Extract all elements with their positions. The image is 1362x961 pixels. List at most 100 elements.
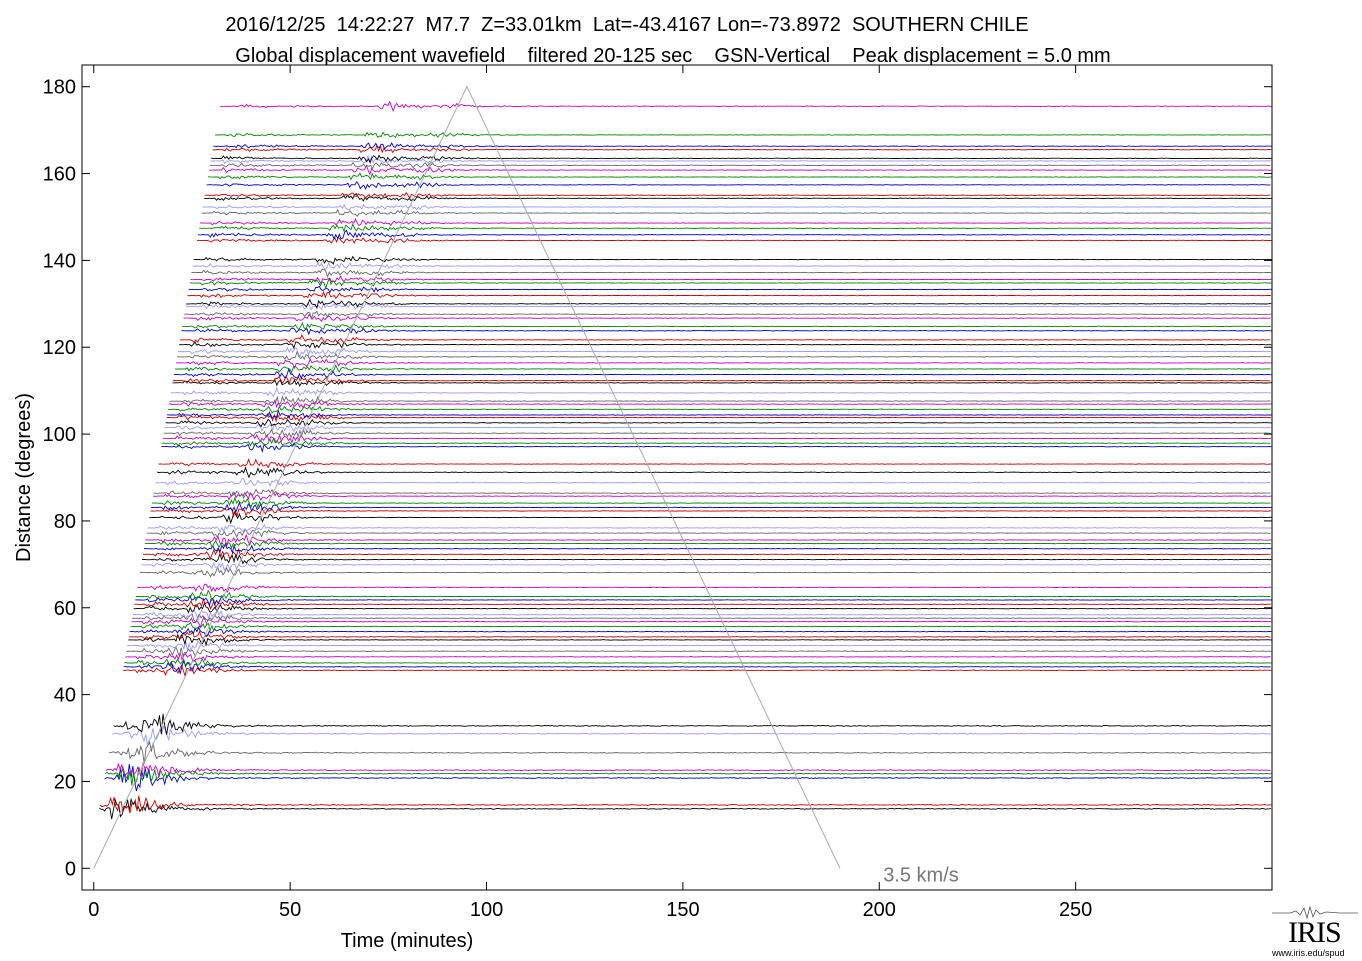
- seismic-trace: [191, 268, 1272, 279]
- seismic-trace: [145, 533, 1272, 547]
- seismic-trace: [150, 507, 1272, 518]
- x-tick-label: 150: [666, 899, 699, 921]
- y-tick-label: 0: [65, 858, 76, 880]
- seismic-trace: [134, 597, 1271, 610]
- y-tick-label: 180: [43, 77, 76, 99]
- seismic-trace: [202, 203, 1272, 211]
- seismic-trace: [158, 458, 1272, 469]
- seismic-trace: [113, 713, 1272, 735]
- seismic-trace: [185, 302, 1271, 311]
- seismic-trace: [142, 552, 1272, 565]
- seismic-trace: [206, 180, 1271, 191]
- y-axis-label: Distance (degrees): [13, 393, 35, 562]
- seismic-trace: [153, 488, 1271, 500]
- seismic-trace: [99, 797, 1272, 820]
- seismic-trace: [139, 565, 1272, 578]
- y-tick-label: 120: [43, 337, 76, 359]
- seismic-trace: [170, 386, 1272, 398]
- seismic-trace: [213, 142, 1272, 150]
- seismic-trace: [108, 740, 1272, 765]
- seismic-trace: [199, 217, 1271, 227]
- seismic-trace: [155, 478, 1271, 487]
- seismic-trace: [135, 589, 1271, 602]
- seismic-trace: [172, 379, 1272, 387]
- seismic-trace: [125, 651, 1271, 662]
- seismic-trace: [190, 275, 1272, 285]
- y-tick-label: 40: [54, 685, 76, 707]
- seismic-trace: [151, 496, 1271, 509]
- plot-frame: [81, 64, 1273, 891]
- seismic-trace: [210, 154, 1272, 165]
- seismic-trace: [165, 418, 1272, 428]
- seismic-trace: [143, 542, 1272, 554]
- seismic-trace: [144, 539, 1271, 550]
- seismic-trace: [104, 764, 1272, 792]
- chart-subtitle: Global displacement wavefield filtered 2…: [235, 45, 1111, 67]
- seismic-trace: [215, 131, 1272, 139]
- seismic-trace: [167, 405, 1271, 414]
- seismic-trace: [179, 341, 1272, 350]
- seismic-trace: [204, 193, 1272, 202]
- seismic-trace: [127, 640, 1271, 653]
- seismic-trace: [197, 229, 1271, 240]
- seismic-trace: [131, 615, 1272, 629]
- seismic-trace: [173, 367, 1272, 380]
- seismic-trace: [166, 409, 1272, 419]
- seismic-trace: [204, 192, 1271, 200]
- seismic-trace: [112, 725, 1272, 746]
- seismic-trace: [212, 144, 1272, 154]
- seismic-trace: [209, 164, 1272, 176]
- seismic-trace: [192, 261, 1271, 271]
- seismic-trace: [141, 561, 1271, 572]
- seismic-trace: [189, 277, 1272, 290]
- seismic-trace: [132, 613, 1272, 625]
- seismic-trace: [162, 437, 1271, 448]
- y-tick-label: 60: [54, 598, 76, 620]
- reference-velocity-line: [93, 85, 841, 869]
- seismic-trace: [105, 762, 1271, 778]
- seismic-trace: [147, 523, 1272, 534]
- reference-velocity-label: 3.5 km/s: [883, 864, 959, 886]
- seismic-trace: [105, 766, 1272, 786]
- iris-logo-url[interactable]: www.iris.edu/spud: [1272, 948, 1345, 958]
- seismic-trace: [151, 501, 1272, 514]
- seismic-trace: [188, 285, 1272, 293]
- seismic-trace: [162, 433, 1272, 444]
- seismic-trace: [166, 413, 1272, 423]
- seismic-trace: [184, 310, 1272, 321]
- seismic-trace: [183, 313, 1271, 323]
- seismic-trace: [135, 594, 1272, 608]
- seismic-trace: [124, 657, 1272, 667]
- seismic-trace: [163, 428, 1272, 439]
- seismic-trace: [199, 222, 1272, 233]
- seismic-trace: [126, 645, 1272, 658]
- seismic-trace: [129, 626, 1272, 636]
- seismic-trace: [179, 334, 1271, 344]
- seismic-trace: [132, 609, 1271, 623]
- seismic-trace: [209, 161, 1271, 170]
- seismic-trace: [193, 255, 1272, 266]
- seismic-trace: [149, 511, 1272, 525]
- seismic-trace: [137, 583, 1272, 594]
- seismic-trace: [177, 346, 1272, 359]
- iris-logo-wave-icon: [1272, 905, 1358, 920]
- x-tick-label: 0: [88, 899, 99, 921]
- seismic-trace: [152, 490, 1272, 502]
- seismic-trace: [123, 658, 1271, 675]
- seismic-trace: [130, 621, 1271, 633]
- x-tick-label: 50: [279, 899, 301, 921]
- seismic-trace: [157, 466, 1271, 479]
- seismic-trace: [182, 321, 1271, 331]
- seismic-trace: [172, 375, 1271, 384]
- y-tick-label: 140: [43, 250, 76, 272]
- seismic-trace: [128, 633, 1272, 647]
- y-tick-label: 20: [54, 771, 76, 793]
- traces-group: [99, 100, 1272, 820]
- chart-title: 2016/12/25 14:22:27 M7.7 Z=33.01km Lat=-…: [225, 14, 1029, 36]
- seismic-trace: [219, 100, 1272, 113]
- seismic-trace: [99, 795, 1272, 814]
- y-tick-label: 160: [43, 164, 76, 186]
- x-tick-label: 200: [863, 899, 896, 921]
- seismic-trace: [175, 358, 1272, 370]
